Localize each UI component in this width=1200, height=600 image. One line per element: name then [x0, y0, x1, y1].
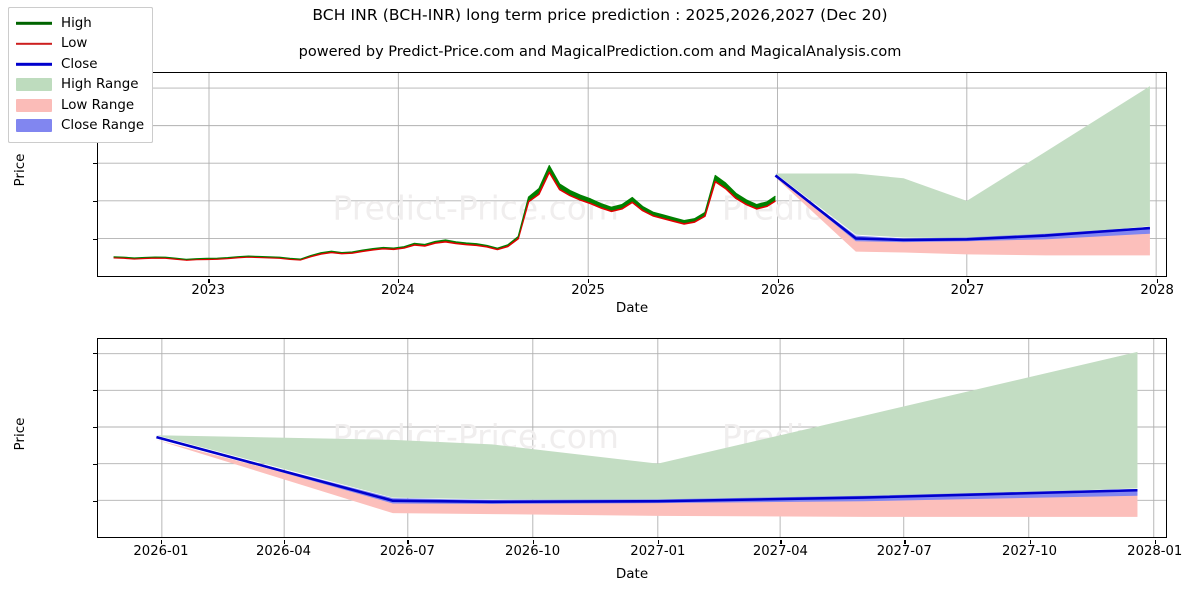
x-tick-label: 2027-01: [630, 544, 686, 559]
y-tick-mark: [93, 239, 97, 241]
y-tick-mark: [93, 389, 97, 392]
y-axis-label-bottom: Price: [12, 417, 28, 451]
legend-bottom-key-swatch-icon: [16, 57, 52, 71]
y-tick-mark: [93, 500, 97, 503]
forecast-detail-plot-area: Predict-Price.comPredict-Price.com: [97, 338, 1167, 538]
legend-item-high-range: High Range: [16, 75, 144, 96]
legend-item-low-range: Low Range: [16, 95, 144, 116]
overview-plot-area: Predict-Price.comPredict-Price.comPredic…: [97, 72, 1167, 277]
x-tick-mark: [532, 540, 534, 544]
history-high-low-band: [113, 165, 776, 261]
legend-item-label: Close Range: [61, 118, 145, 134]
y-tick-mark: [93, 426, 97, 429]
x-tick-label: 2026-04: [255, 544, 312, 559]
legend-item-close-range: Close Range: [16, 116, 144, 137]
history-low-line: [113, 171, 776, 261]
x-tick-mark: [1154, 540, 1157, 544]
forecast-close-line: [774, 174, 1151, 242]
x-tick-label: 2023: [191, 283, 225, 298]
legend-bottom-key-swatch-icon: [16, 16, 52, 30]
legend-bottom-key-swatch-icon: [16, 98, 52, 112]
x-axis-label-top: Date: [615, 300, 649, 316]
x-tick-label: 2027-07: [876, 544, 932, 559]
forecast-detail-canvas: Predict-Price.comPredict-Price.com: [98, 339, 1166, 537]
x-tick-label: 2028: [1140, 283, 1174, 298]
x-tick-label: 2024: [381, 283, 415, 298]
legend-item-high: High: [16, 13, 144, 34]
overview-canvas: Predict-Price.comPredict-Price.comPredic…: [98, 73, 1166, 276]
forecast-close-line: [156, 435, 1138, 504]
legend-bottom: High Low Close High Range Low Range Close Ran…: [8, 7, 154, 143]
legend-item-label: High: [61, 15, 92, 31]
legend-item-close: Close: [16, 54, 144, 75]
x-tick-label: 2026-07: [379, 544, 435, 559]
x-tick-mark: [1157, 279, 1159, 283]
x-tick-mark: [777, 279, 780, 283]
high-range-band: [775, 86, 1150, 239]
legend-bottom-key-swatch-icon: [16, 78, 52, 92]
x-tick-mark: [397, 279, 400, 283]
x-tick-mark: [283, 540, 285, 544]
y-tick-mark: [93, 201, 97, 203]
x-tick-mark: [967, 279, 969, 283]
x-tick-labels-top: 2023 2024 2025 2026 2027 2028: [0, 279, 1200, 301]
x-tick-mark: [160, 540, 163, 544]
high-range-band: [156, 351, 1138, 501]
x-tick-label: 2026-10: [505, 544, 561, 559]
x-tick-label: 2028-01: [1127, 544, 1183, 559]
x-tick-label: 2026-01: [133, 544, 189, 559]
y-tick-mark: [93, 352, 97, 355]
x-tick-label: 2027-10: [1001, 544, 1058, 559]
x-tick-mark: [208, 279, 210, 283]
close-range-band: [775, 175, 1150, 243]
legend-item-label: High Range: [61, 77, 139, 93]
legend-item-low: Low: [16, 34, 144, 55]
x-tick-mark: [1029, 540, 1031, 544]
legend-item-label: Low Range: [61, 97, 135, 113]
x-tick-labels-bottom: 2026-01 2026-04 2026-07 2026-10 2027-01 2027-…: [0, 540, 1200, 562]
x-tick-label: 2026: [760, 283, 795, 298]
x-axis-label-bottom: Date: [615, 566, 649, 582]
x-tick-label: 2025: [571, 283, 605, 298]
x-tick-mark: [588, 279, 590, 283]
x-tick-mark: [657, 540, 660, 544]
x-tick-label: 2027: [950, 283, 985, 298]
legend-item-label: Close: [61, 56, 98, 72]
legend-item-label: Low: [61, 36, 88, 52]
y-tick-mark: [93, 463, 97, 466]
history-high-line: [113, 164, 776, 260]
x-tick-label: 2027-04: [752, 544, 808, 559]
close-range-band: [156, 437, 1138, 504]
x-tick-mark: [780, 540, 782, 544]
legend-bottom-key-swatch-icon: [16, 119, 52, 133]
page-title: BCH INR (BCH-INR) long term price predic…: [312, 6, 888, 24]
page-subtitle: powered by Predict-Price.com and Magical…: [298, 44, 902, 60]
legend-bottom-key-swatch-icon: [16, 37, 52, 51]
x-tick-mark: [904, 540, 906, 544]
y-tick-mark: [93, 163, 97, 165]
x-tick-mark: [407, 540, 409, 544]
